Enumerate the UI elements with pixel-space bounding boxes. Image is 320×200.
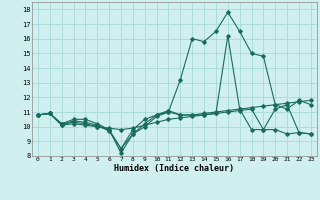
X-axis label: Humidex (Indice chaleur): Humidex (Indice chaleur) [115,164,234,173]
